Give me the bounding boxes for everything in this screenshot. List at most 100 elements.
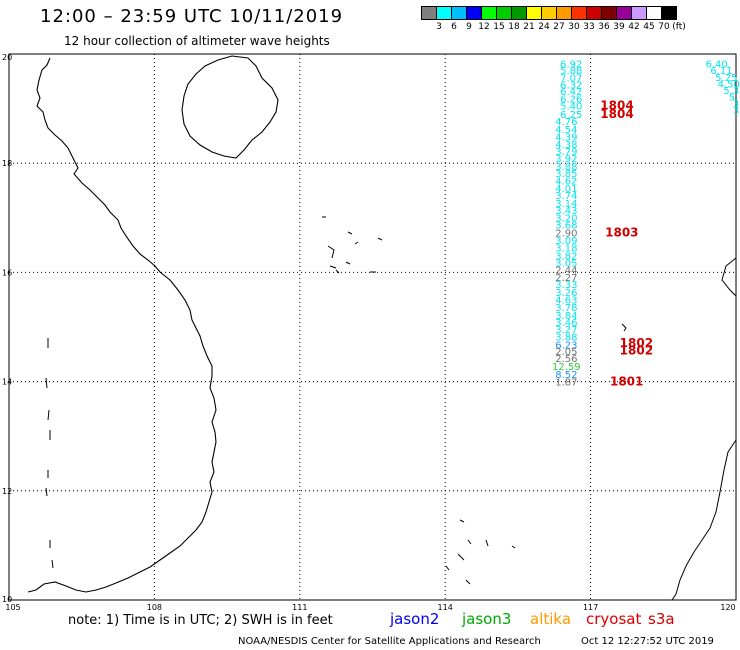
longitude-tick-label: 117 <box>583 603 598 612</box>
wave-height-value: 4.62 <box>555 176 577 187</box>
satellite-legend-jason3: jason3 <box>462 610 512 628</box>
satellite-legend-altika: altika <box>530 610 572 628</box>
satellite-legend-jason2: jason2 <box>390 610 440 628</box>
wave-height-value: 3.88 <box>555 162 577 173</box>
generation-timestamp: Oct 12 12:27:52 UTC 2019 <box>581 636 714 647</box>
wave-height-value: 12.59 <box>552 362 581 373</box>
wave-height-value: 4.39 <box>555 132 577 143</box>
wave-height-value: 4.76 <box>555 117 577 128</box>
latitude-tick-label: 10 <box>2 595 12 604</box>
wave-height-value: 3.74 <box>555 191 577 202</box>
page-title: 12:00 – 23:59 UTC 10/11/2019 <box>40 6 344 27</box>
wave-height-value: 3.14 <box>555 199 577 210</box>
track-id-label: 1801 <box>610 374 643 388</box>
wave-height-value: 2.27 <box>555 273 577 284</box>
map-frame <box>8 53 737 601</box>
latitude-tick-label: 20 <box>2 53 12 62</box>
lat-lon-grid: 105 108 111 114 117 120 20 18 16 14 12 10 <box>2 53 736 612</box>
latitude-tick-label: 12 <box>2 487 12 496</box>
track-id-label: 1804 <box>600 107 633 121</box>
wave-height-value: 6.42 <box>560 87 582 98</box>
wave-height-value: 2.90 <box>555 228 577 239</box>
wave-height-value: 3.27 <box>555 325 577 336</box>
wave-height-points: 6.925.887.076.326.426.265.406.254.764.54… <box>552 60 740 389</box>
mainland-coastline <box>27 57 217 593</box>
wave-height-value: 7.07 <box>560 73 582 84</box>
wave-height-value: 5.25 <box>715 73 737 84</box>
scale-label: 3 <box>436 22 442 32</box>
wave-height-value: 3.05 <box>555 258 577 269</box>
latitude-tick-label: 14 <box>2 378 12 387</box>
scale-label: 21 <box>523 22 535 32</box>
scale-label: 33 <box>583 22 595 32</box>
longitude-tick-label: 108 <box>147 603 162 612</box>
track-id-label: 1802 <box>620 343 653 357</box>
wave-height-value: 3.84 <box>555 311 577 322</box>
wave-height-value: 6.40 <box>705 60 727 71</box>
scale-label: 24 <box>538 22 550 32</box>
wave-height-value: 3.18 <box>555 244 577 255</box>
wave-height-value: 3.43 <box>555 206 577 217</box>
scale-label: 12 <box>478 22 490 32</box>
wave-height-value: 6.25 <box>560 110 582 121</box>
scale-label: 30 <box>568 22 580 32</box>
satellite-legend-s3a: s3a <box>648 610 675 628</box>
page-subtitle: 12 hour collection of altimeter wave hei… <box>64 34 330 48</box>
wave-height-value: 4.38 <box>555 140 577 151</box>
wave-height-value: 3.33 <box>555 280 577 291</box>
credit-line: NOAA/NESDIS Center for Satellite Applica… <box>238 636 541 647</box>
scale-label: 36 <box>598 22 610 32</box>
longitude-tick-label: 114 <box>438 603 453 612</box>
wave-height-value: 3 <box>733 99 739 110</box>
wave-height-value: 4.63 <box>555 296 577 307</box>
wave-height-value: 3.68 <box>555 221 577 232</box>
hainan-island-coastline <box>181 55 279 159</box>
wave-height-value: 2.44 <box>555 265 577 276</box>
wave-height-value: 4.54 <box>555 125 577 136</box>
gulf-coast-islands <box>45 338 54 569</box>
wave-height-value: 6.11 <box>710 66 732 77</box>
wave-height-value: 4.50 <box>718 79 740 90</box>
longitude-tick-label: 111 <box>292 603 307 612</box>
wave-height-value: 5. <box>729 92 739 103</box>
wave-height-value: 3.88 <box>555 333 577 344</box>
track-id-label: 1804 <box>600 99 633 113</box>
latitude-tick-label: 18 <box>2 159 12 168</box>
wave-height-value: 6.23 <box>555 340 577 351</box>
wave-height-value: 3.92 <box>555 154 577 165</box>
wave-height-value: 6.92 <box>560 60 582 71</box>
scale-label: 45 <box>643 22 655 32</box>
footer-note: note: 1) Time is in UTC; 2) SWH is in fe… <box>68 613 333 628</box>
wave-height-value: 3.85 <box>555 169 577 180</box>
scale-label: 39 <box>613 22 625 32</box>
wave-height-value: 5.88 <box>560 66 582 77</box>
scale-label: 27 <box>553 22 565 32</box>
wave-height-color-scale <box>421 6 677 20</box>
wave-height-value: 3.20 <box>555 214 577 225</box>
wave-height-value: 3 <box>733 106 739 117</box>
wave-height-value: 3.46 <box>555 318 577 329</box>
scale-label: 6 <box>451 22 457 32</box>
scale-label: 9 <box>466 22 472 32</box>
eastern-islets <box>445 323 627 585</box>
wave-height-value: 5.40 <box>560 102 582 113</box>
wave-height-value: 3.26 <box>555 288 577 299</box>
wave-height-value: 6.32 <box>560 80 582 91</box>
wave-height-value: 3.09 <box>555 236 577 247</box>
longitude-tick-label: 120 <box>720 603 735 612</box>
latitude-tick-label: 16 <box>2 268 12 277</box>
scale-label: 70 <box>658 22 670 32</box>
wave-height-value: 3.78 <box>555 303 577 314</box>
wave-height-value: 3.82 <box>555 251 577 262</box>
wave-height-value: 4.01 <box>555 184 577 195</box>
wave-height-value: 8.52 <box>555 370 577 381</box>
satellite-legend-cryosat: cryosat <box>586 610 642 628</box>
scale-swatch <box>661 6 677 20</box>
scale-label: 18 <box>508 22 520 32</box>
scale-label: 15 <box>493 22 505 32</box>
wave-height-value: 2.05 <box>555 347 577 358</box>
wave-height-value: 6.26 <box>560 95 582 106</box>
wave-height-value: 3.79 <box>555 147 577 158</box>
philippines-coastline <box>671 257 737 601</box>
